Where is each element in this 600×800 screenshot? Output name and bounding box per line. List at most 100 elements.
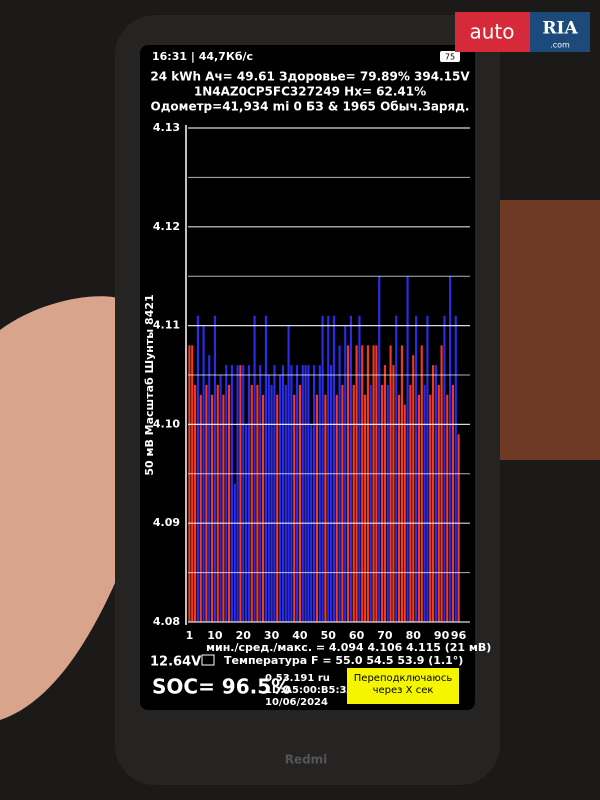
battery-level: 75	[445, 53, 455, 62]
x-tick-label: 50	[321, 629, 337, 642]
bar	[434, 365, 437, 622]
bar	[366, 345, 369, 622]
bar	[293, 394, 296, 622]
x-tick-label: 96	[451, 629, 467, 642]
bar	[347, 345, 350, 622]
bar	[262, 394, 265, 622]
bar	[213, 315, 216, 622]
bar	[335, 394, 338, 622]
status-time: 16:31 | 44,7Кб/с	[152, 50, 253, 63]
bar	[281, 365, 284, 622]
bar	[375, 345, 378, 622]
bar	[279, 375, 282, 622]
bar	[208, 355, 211, 622]
bar	[412, 355, 415, 622]
bar	[381, 384, 384, 622]
battery-icon	[440, 51, 460, 62]
bar	[196, 315, 199, 622]
watermark-right-box	[530, 12, 590, 52]
bar	[242, 365, 245, 622]
header-line: Одометр=41,934 mi 0 БЗ & 1965 Обыч.Заряд…	[151, 100, 470, 114]
y-tick-label: 4.09	[153, 516, 180, 529]
watermark-right: RIA	[542, 19, 578, 39]
bar	[194, 384, 197, 622]
x-tick-label: 30	[264, 629, 280, 642]
bar	[222, 394, 225, 622]
y-tick-label: 4.11	[153, 319, 180, 332]
y-tick-label: 4.08	[153, 615, 180, 628]
bar	[219, 375, 222, 622]
bar	[327, 315, 330, 622]
bar	[225, 365, 228, 622]
bar	[406, 276, 409, 622]
bar	[228, 384, 231, 622]
bar	[420, 345, 423, 622]
bar	[361, 345, 364, 622]
bar	[364, 394, 367, 622]
hand	[0, 296, 125, 720]
soc: SOC= 96.5%	[152, 675, 291, 699]
bar	[429, 394, 432, 622]
bar	[230, 365, 233, 622]
bar	[451, 384, 454, 622]
bar	[417, 394, 420, 622]
bar	[440, 345, 443, 622]
x-tick-label: 70	[377, 629, 393, 642]
bar	[415, 315, 418, 622]
mac: 1D:A5:00:B5:3A	[265, 685, 354, 696]
y-axis-label: 50 мВ Масштаб Шунты 8421	[143, 294, 156, 475]
x-tick-label: 80	[406, 629, 422, 642]
bar	[273, 365, 276, 622]
bar	[330, 365, 333, 622]
y-tick-label: 4.12	[153, 220, 180, 233]
bar	[264, 315, 267, 622]
bar	[191, 345, 194, 622]
reconnect-button[interactable]	[347, 668, 459, 704]
watermark-domain: .com	[550, 41, 570, 50]
bar	[423, 384, 426, 622]
stats: мин./сред./макс. = 4.094 4.106 4.115 (21…	[206, 641, 491, 654]
bar	[341, 384, 344, 622]
bar	[290, 365, 293, 622]
bar	[398, 394, 401, 622]
bar	[338, 345, 341, 622]
bar	[256, 384, 259, 622]
bar	[236, 365, 239, 622]
header-line: 24 kWh Ач= 49.61 Здоровье= 79.89% 394.15…	[150, 70, 470, 84]
x-tick-label: 20	[236, 629, 252, 642]
x-tick-label: 60	[349, 629, 365, 642]
bar	[386, 384, 389, 622]
bar	[253, 315, 256, 622]
bar	[296, 365, 299, 622]
bar	[304, 365, 307, 622]
bar	[457, 434, 460, 622]
header-line: 1N4AZ0CP5FC327249 Hx= 62.41%	[194, 85, 426, 99]
bar	[247, 365, 250, 622]
bar	[239, 365, 242, 622]
bar	[449, 276, 452, 622]
temperature: Температура F = 55.0 54.5 53.9 (1.1°)	[224, 654, 463, 667]
x-tick-label: 90	[434, 629, 450, 642]
bar	[332, 315, 335, 622]
bar	[432, 365, 435, 622]
version: 0.53.191 ru	[265, 673, 330, 684]
bar	[409, 384, 412, 622]
bar	[313, 365, 316, 622]
bar	[355, 345, 358, 622]
bar	[395, 315, 398, 622]
bar	[392, 365, 395, 622]
bar	[321, 315, 324, 622]
bar	[446, 394, 449, 622]
bar	[324, 394, 327, 622]
reconnect-button-text: Переподключаюсь через X сек	[353, 673, 453, 696]
bar	[284, 384, 287, 622]
watermark-left-box	[455, 12, 530, 52]
brand: Redmi	[285, 753, 328, 767]
bar	[352, 384, 355, 622]
bar	[276, 394, 279, 622]
reconnect-button-text-box: Переподключаюсь через X сек	[353, 673, 453, 696]
fabric	[490, 200, 600, 460]
bar	[307, 365, 310, 622]
voltage: 12.64V	[150, 655, 201, 670]
